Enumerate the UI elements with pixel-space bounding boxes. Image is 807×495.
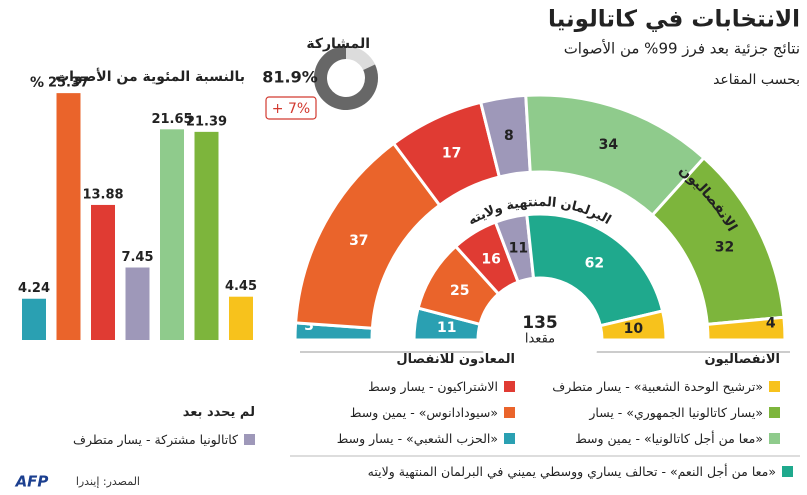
legend-label: كاتالونيا مشتركة - يسار متطرف: [73, 431, 238, 447]
seat-label: 17: [442, 145, 461, 161]
legend-swatch: [244, 433, 255, 445]
legend-label: «سيودادانوس» - يمين وسط: [349, 404, 498, 420]
bar: [91, 204, 115, 340]
change-box: [265, 96, 317, 120]
seat-label: 3: [304, 318, 314, 334]
subtitle: نتائج جزئية بعد فرز 99% من الأصوات: [564, 39, 800, 58]
bar: [56, 93, 81, 340]
seat-label: 37: [349, 233, 368, 249]
legend-group: لم يحدد بعد كاتالونيا مشتركة - يسار متطرف: [73, 405, 255, 452]
bar: [229, 296, 253, 340]
value-label: 21.39: [186, 114, 227, 129]
total-label: مقعدا: [525, 332, 555, 347]
seat-label: 11: [437, 320, 456, 336]
donut-value: 81.9%: [262, 68, 318, 87]
legend-label: «الحزب الشعبي» - يسار وسط: [336, 430, 498, 446]
value-label: 25.37: [48, 76, 89, 91]
seat-label: 34: [599, 137, 619, 153]
legend-item: الاشتراكيون - يسار وسط: [337, 373, 515, 399]
bar: [160, 129, 184, 340]
bar: [125, 267, 150, 340]
seat-segment: [525, 212, 665, 328]
legend-title: المعادون للانفصال: [396, 352, 515, 367]
bar-title: بالنسبة المئوية من الأصوات: [55, 68, 245, 85]
legend-item: «ترشيح الوحدة الشعبية» - يسار متطرف: [552, 373, 780, 399]
bar: [22, 298, 46, 340]
seat-label: 25: [450, 283, 469, 299]
legend-item: «الحزب الشعبي» - يسار وسط: [337, 425, 515, 451]
total-seats: 135: [522, 313, 558, 333]
legend-item: كاتالونيا مشتركة - يسار متطرف: [73, 426, 255, 452]
center-disc: [482, 282, 598, 398]
legend-title: الانفصاليون: [704, 352, 781, 367]
legend-label: «ترشيح الوحدة الشعبية» - يسار متطرف: [552, 378, 763, 394]
legend-item: «معا من أجل النعم» - تحالف يساري ووسطي ي…: [368, 458, 793, 484]
bar: [194, 131, 219, 340]
legend-item: «معا من أجل كاتالونيا» - يمين وسط: [552, 425, 780, 451]
title: الانتخابات في كاتالونيا: [548, 7, 800, 33]
subtitle: بحسب المقاعد: [713, 72, 800, 88]
change-label: + 7%: [272, 101, 310, 117]
legend-swatch: [504, 406, 515, 418]
legend-swatch: [769, 432, 780, 444]
value-label: 4.45: [225, 279, 257, 294]
legend-group: المعادون للانفصال الاشتراكيون - يسار وسط «…: [337, 352, 515, 451]
legend-label: «معا من أجل كاتالونيا» - يمين وسط: [575, 430, 763, 446]
seat-label: 11: [509, 241, 528, 257]
unit-label: %: [30, 75, 44, 91]
value-label: 21.65: [151, 112, 192, 127]
value-label: 4.24: [18, 281, 50, 296]
legend-item: «سيودادانوس» - يمين وسط: [337, 399, 515, 425]
legend-item: «يسار كاتالونيا الجمهوري» - يسار: [552, 399, 780, 425]
donut-wedge: [314, 46, 378, 111]
seat-label: 32: [715, 239, 734, 255]
legend-label: الاشتراكيون - يسار وسط: [368, 378, 498, 394]
seat-segment: [598, 309, 668, 342]
seat-label: 4: [766, 315, 776, 331]
seat-label: 16: [481, 252, 500, 268]
seat-segment: [705, 315, 787, 342]
logo: AFP: [15, 473, 49, 491]
legend-swatch: [504, 432, 515, 444]
value-label: 13.88: [82, 187, 123, 202]
donut-title: المشاركة: [306, 36, 370, 52]
legend-swatch: [504, 380, 515, 392]
legend-label: «معا من أجل النعم» - تحالف يساري ووسطي ي…: [367, 463, 776, 479]
value-label: 7.45: [121, 250, 153, 265]
seat-label: 8: [504, 128, 514, 144]
legend-label: «يسار كاتالونيا الجمهوري» - يسار: [589, 404, 763, 420]
seat-label: 10: [624, 321, 644, 337]
legend-swatch: [769, 380, 780, 392]
legend-swatch: [782, 465, 793, 477]
legend-title: لم يحدد بعد: [182, 405, 255, 420]
seat-label: 62: [585, 255, 604, 271]
legend-swatch: [769, 406, 780, 418]
source: المصدر: إيندرا: [76, 475, 140, 488]
legend-group: «معا من أجل النعم» - تحالف يساري ووسطي ي…: [368, 458, 793, 484]
legend-group: الانفصاليون «ترشيح الوحدة الشعبية» - يسار…: [552, 352, 780, 451]
